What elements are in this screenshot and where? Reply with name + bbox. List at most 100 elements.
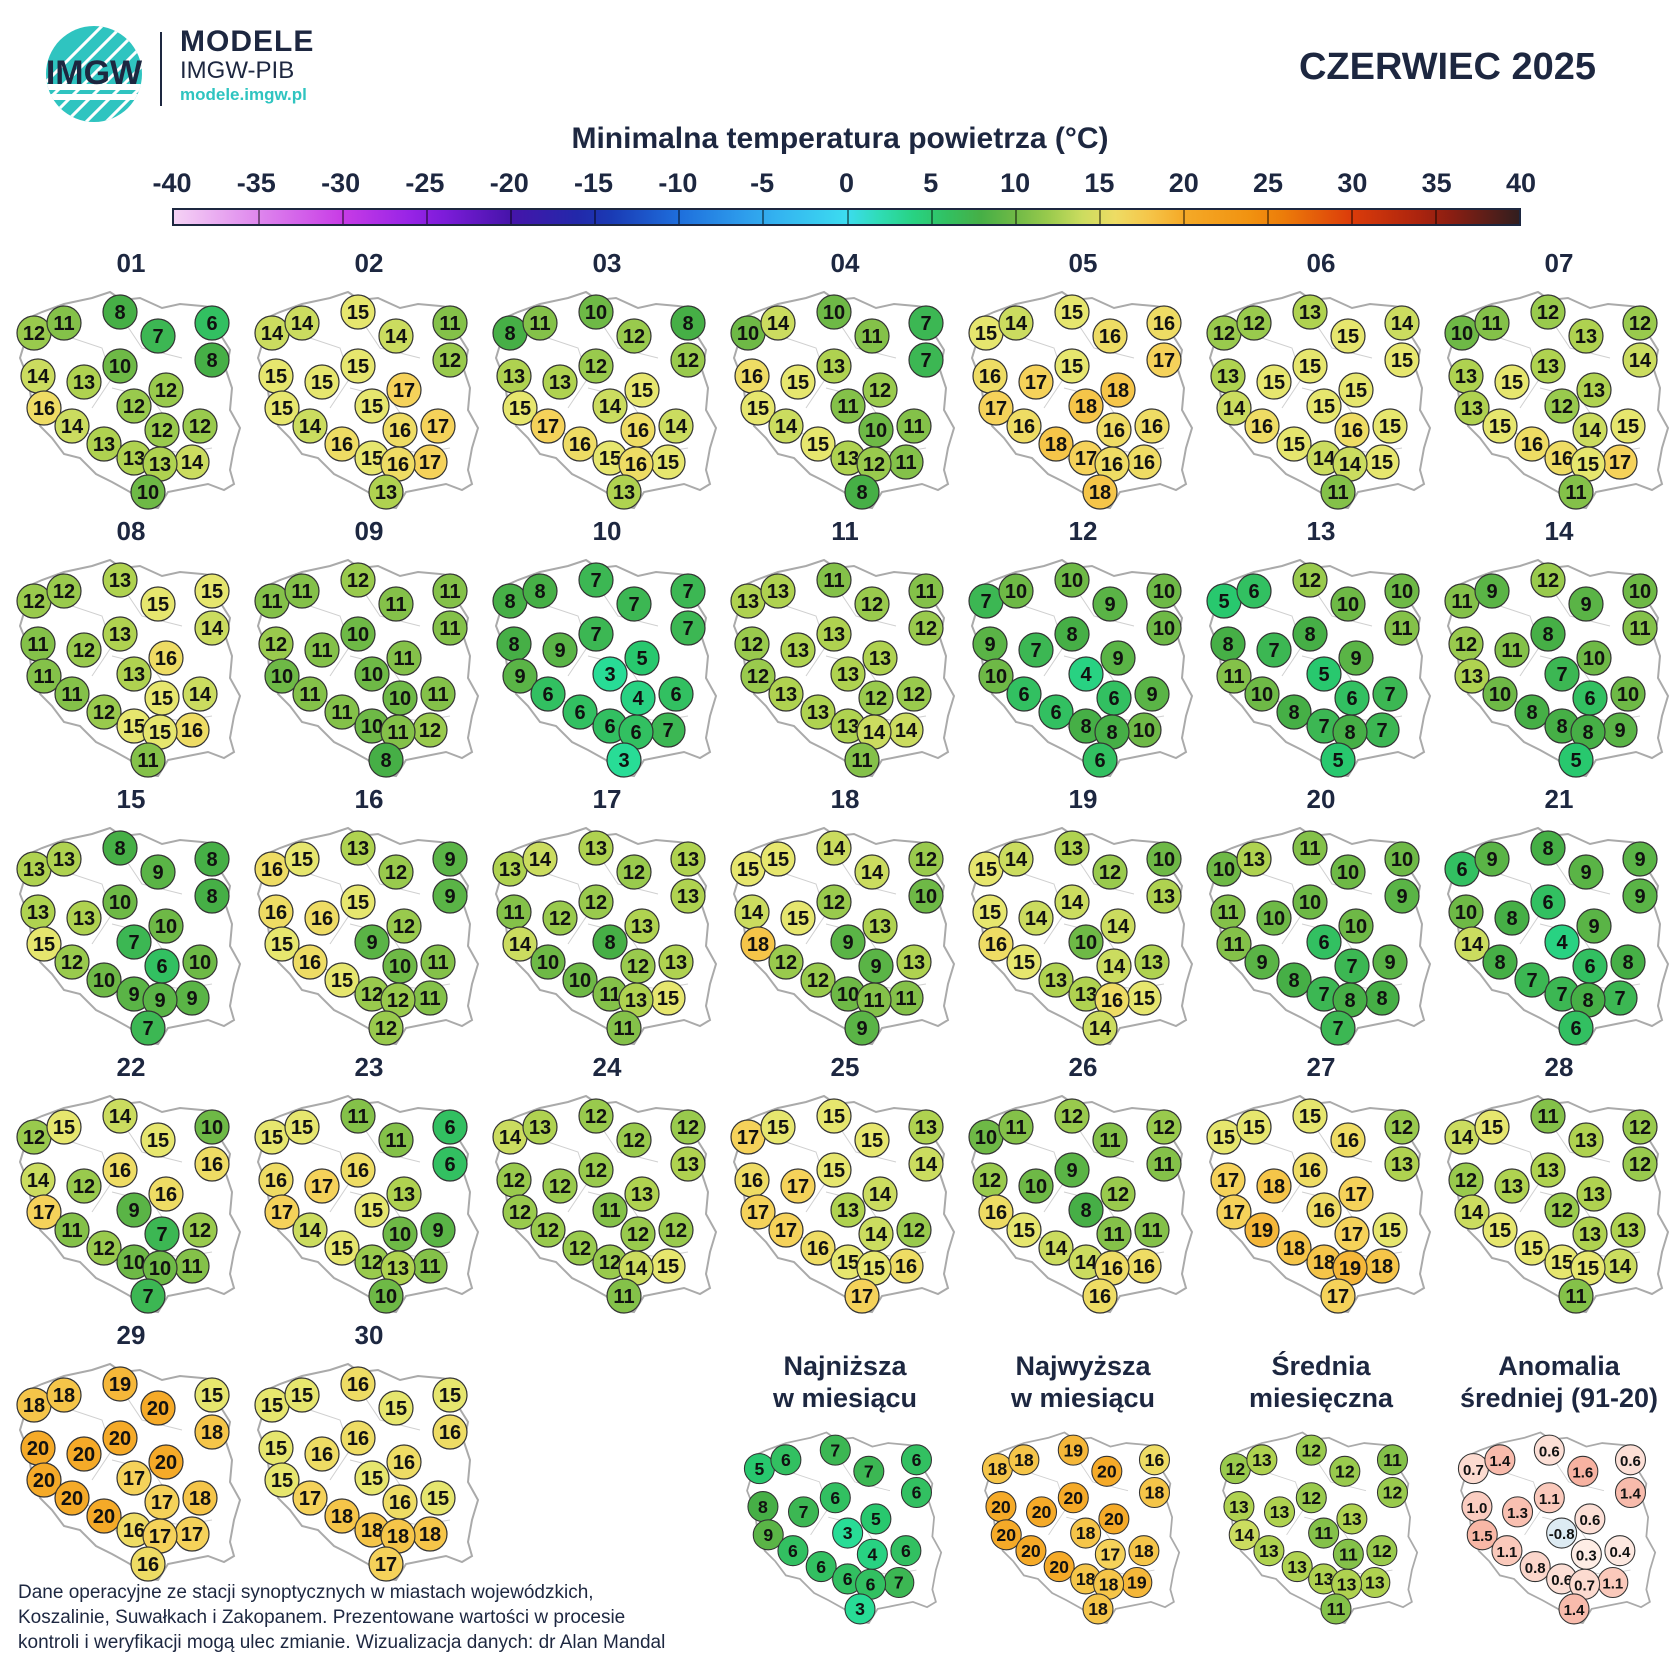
station-marker bbox=[1006, 676, 1042, 712]
station-marker bbox=[1070, 1517, 1102, 1549]
summary-title-line: średniej (91-20) bbox=[1459, 1383, 1659, 1413]
station-marker bbox=[130, 742, 166, 778]
station-marker bbox=[890, 1535, 922, 1567]
station-value: 16 bbox=[1251, 416, 1273, 438]
station-value: 11 bbox=[1481, 313, 1502, 335]
summary-title: Najwyższa w miesiącu bbox=[964, 1350, 1202, 1414]
station-value: 10 bbox=[1153, 618, 1175, 640]
station-value: 1.6 bbox=[1572, 1464, 1593, 1481]
station-marker bbox=[1330, 586, 1366, 622]
day-panel: 19 15 14 13 12 10 13 14 15 14 14 16 10 13 15 13 14 13 15 16… bbox=[964, 784, 1202, 1052]
logo-divider bbox=[160, 32, 162, 106]
station-value: 14 bbox=[865, 1224, 888, 1246]
station-value: 12 bbox=[23, 1127, 45, 1149]
station-value: 7 bbox=[142, 1286, 153, 1308]
station-marker bbox=[1494, 1168, 1530, 1204]
station-value: 13 bbox=[1537, 1160, 1559, 1182]
station-value: 16 bbox=[1013, 416, 1035, 438]
station-value: 12 bbox=[23, 591, 45, 613]
station-marker bbox=[624, 640, 660, 676]
station-marker bbox=[1614, 1476, 1646, 1508]
station-marker bbox=[1134, 676, 1170, 712]
station-marker bbox=[752, 1519, 784, 1551]
station-value: 10 bbox=[1061, 570, 1083, 592]
station-value: 9 bbox=[444, 886, 455, 908]
station-marker bbox=[1514, 1230, 1550, 1266]
station-value: 13 bbox=[123, 664, 145, 686]
station-marker bbox=[1228, 1519, 1260, 1551]
day-label: 09 bbox=[354, 516, 384, 546]
station-value: 13 bbox=[869, 916, 891, 938]
station-marker bbox=[420, 408, 456, 444]
station-value: 12 bbox=[1301, 1488, 1321, 1508]
station-value: 17 bbox=[419, 452, 441, 474]
station-marker bbox=[1054, 616, 1090, 652]
station-marker bbox=[502, 1194, 538, 1230]
station-value: 5 bbox=[636, 648, 647, 670]
station-marker bbox=[592, 1192, 628, 1228]
station-value: 13 bbox=[737, 591, 759, 613]
station-marker bbox=[1533, 1434, 1565, 1466]
station-marker bbox=[1320, 1593, 1352, 1625]
station-marker bbox=[1567, 1455, 1599, 1487]
station-value: 14 bbox=[869, 1184, 892, 1206]
station-marker bbox=[340, 294, 376, 330]
station-value: 15 bbox=[147, 594, 169, 616]
station-marker bbox=[1038, 962, 1074, 998]
station-marker bbox=[522, 573, 558, 609]
station-marker bbox=[832, 1517, 864, 1549]
station-marker bbox=[1622, 305, 1658, 341]
brand-line1: MODELE bbox=[180, 25, 315, 58]
station-marker bbox=[1494, 632, 1530, 668]
brand-url[interactable]: modele.imgw.pl bbox=[180, 85, 307, 104]
station-value: 13 bbox=[499, 859, 521, 881]
station-value: 14 bbox=[1461, 934, 1484, 956]
station-value: 20 bbox=[27, 1438, 49, 1460]
station-value: 10 bbox=[1153, 581, 1175, 603]
station-marker bbox=[1256, 1168, 1292, 1204]
station-value: 8 bbox=[1106, 722, 1117, 744]
station-marker bbox=[116, 1460, 152, 1496]
station-value: 12 bbox=[1551, 396, 1573, 418]
station-marker bbox=[1558, 474, 1594, 510]
station-marker bbox=[1006, 1212, 1042, 1248]
station-value: 18 bbox=[23, 1395, 45, 1417]
day-label: 02 bbox=[354, 248, 384, 278]
station-value: 10 bbox=[123, 1252, 145, 1274]
station-marker bbox=[140, 1122, 176, 1158]
station-value: 18 bbox=[53, 1385, 75, 1407]
station-value: 8 bbox=[856, 482, 867, 504]
station-marker bbox=[102, 616, 138, 652]
station-marker bbox=[1295, 1482, 1327, 1514]
station-value: 13 bbox=[807, 702, 829, 724]
station-value: 7 bbox=[1384, 684, 1395, 706]
day-label: 12 bbox=[1068, 516, 1098, 546]
station-value: 14 bbox=[509, 934, 532, 956]
station-value: 12 bbox=[189, 416, 211, 438]
station-marker bbox=[1146, 342, 1182, 378]
station-value: 10 bbox=[915, 886, 937, 908]
station-value: 12 bbox=[375, 1018, 397, 1040]
station-value: 16 bbox=[1313, 1200, 1335, 1222]
station-value: 6 bbox=[1050, 702, 1061, 724]
station-value: 16 bbox=[439, 1422, 461, 1444]
station-marker bbox=[1236, 573, 1272, 609]
station-value: 12 bbox=[677, 1117, 699, 1139]
station-value: 11 bbox=[27, 634, 48, 656]
station-value: 7 bbox=[799, 1502, 809, 1522]
station-value: 12 bbox=[1391, 1117, 1413, 1139]
station-marker bbox=[816, 830, 852, 866]
station-marker bbox=[830, 388, 866, 424]
station-value: 14 bbox=[741, 902, 764, 924]
summary-title-line: miesięczna bbox=[1248, 1383, 1394, 1413]
colorbar-tick-label: 5 bbox=[923, 168, 939, 198]
station-value: 14 bbox=[27, 1170, 50, 1192]
station-value: 13 bbox=[53, 849, 75, 871]
station-value: 11 bbox=[1314, 1523, 1333, 1543]
day-label: 22 bbox=[116, 1052, 146, 1082]
station-value: 10 bbox=[1299, 892, 1321, 914]
station-value: 20 bbox=[1104, 1509, 1124, 1529]
station-marker bbox=[304, 900, 340, 936]
